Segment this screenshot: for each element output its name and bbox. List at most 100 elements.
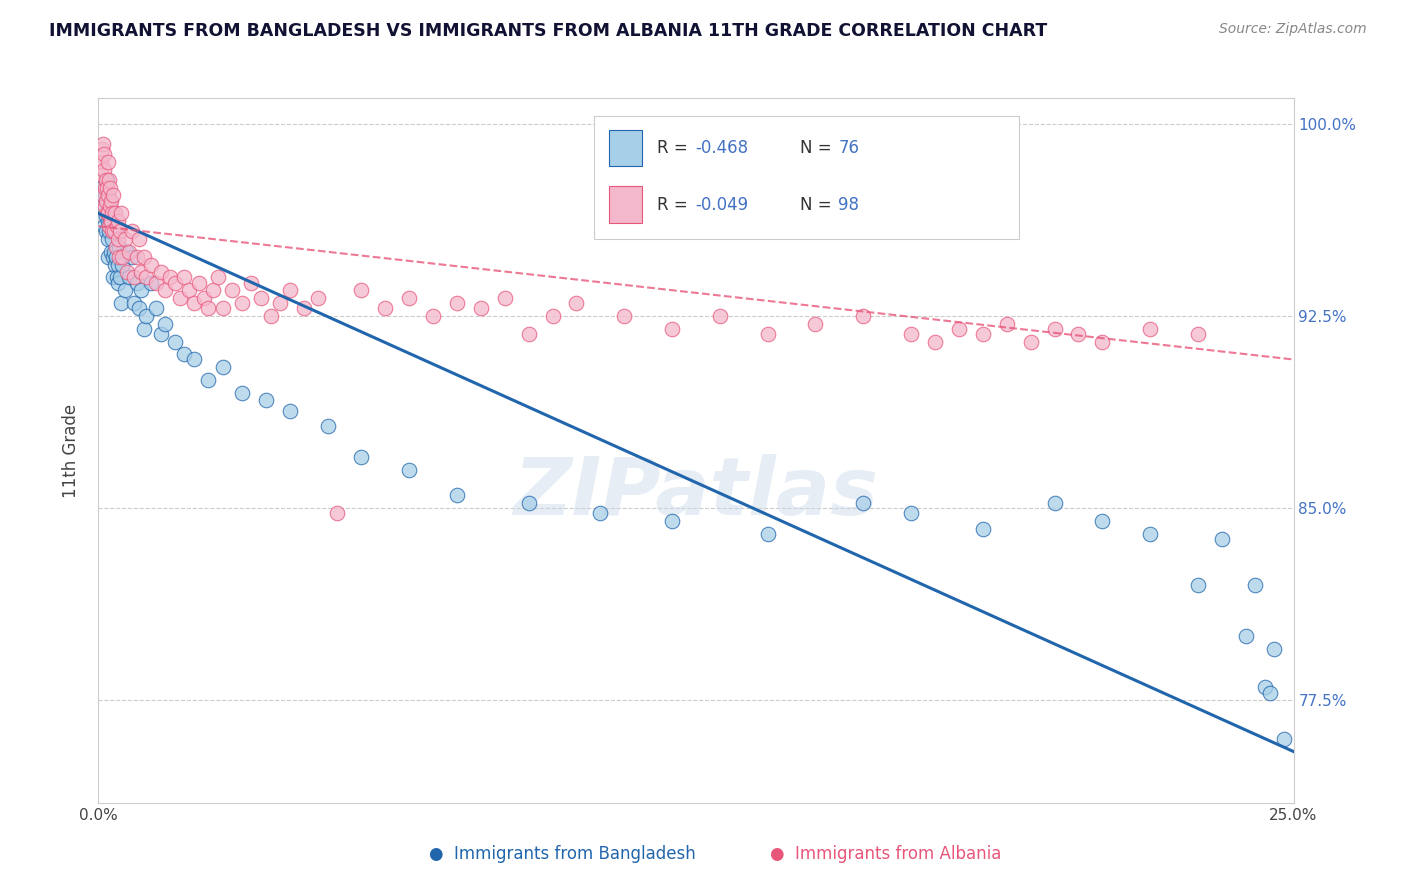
Point bbox=[269, 296, 291, 310]
Point bbox=[93, 219, 115, 234]
Point bbox=[661, 514, 683, 528]
Point bbox=[110, 270, 132, 285]
Point bbox=[103, 244, 125, 259]
Point bbox=[139, 276, 162, 290]
Point bbox=[135, 270, 157, 285]
Point bbox=[96, 206, 118, 220]
Point bbox=[292, 301, 315, 316]
Text: 98: 98 bbox=[838, 195, 859, 213]
Point bbox=[91, 168, 114, 182]
Point bbox=[98, 224, 121, 238]
Point bbox=[132, 322, 155, 336]
Point bbox=[995, 317, 1018, 331]
Point bbox=[398, 291, 420, 305]
Point bbox=[259, 309, 281, 323]
Point bbox=[118, 270, 141, 285]
Point bbox=[900, 506, 922, 520]
Point bbox=[159, 270, 181, 285]
Point bbox=[852, 496, 875, 510]
Text: Source: ZipAtlas.com: Source: ZipAtlas.com bbox=[1219, 22, 1367, 37]
Point bbox=[948, 322, 970, 336]
Point bbox=[1211, 532, 1233, 546]
FancyBboxPatch shape bbox=[595, 116, 1019, 239]
Point bbox=[115, 265, 138, 279]
Point bbox=[231, 385, 253, 400]
Text: -0.468: -0.468 bbox=[695, 139, 748, 157]
Point bbox=[155, 317, 177, 331]
Point bbox=[94, 224, 117, 238]
Point bbox=[1234, 629, 1257, 643]
Point bbox=[111, 250, 134, 264]
Text: R =: R = bbox=[657, 139, 693, 157]
Point bbox=[107, 276, 129, 290]
Text: R =: R = bbox=[657, 195, 693, 213]
Point bbox=[115, 244, 138, 259]
Point bbox=[207, 270, 229, 285]
Point bbox=[1091, 334, 1114, 349]
Point bbox=[93, 147, 115, 161]
Point bbox=[135, 309, 157, 323]
Point bbox=[121, 250, 143, 264]
Point bbox=[756, 526, 779, 541]
Point bbox=[155, 283, 177, 297]
Point bbox=[254, 393, 277, 408]
Point bbox=[756, 326, 779, 341]
Point bbox=[93, 181, 115, 195]
Point bbox=[107, 258, 129, 272]
Point bbox=[589, 506, 612, 520]
Point bbox=[125, 250, 148, 264]
Point bbox=[1043, 496, 1066, 510]
Point bbox=[101, 250, 124, 264]
Point bbox=[91, 188, 114, 202]
Point bbox=[231, 296, 253, 310]
Point bbox=[446, 488, 468, 502]
Point bbox=[96, 194, 118, 208]
Point bbox=[105, 270, 128, 285]
FancyBboxPatch shape bbox=[609, 186, 643, 223]
Point bbox=[98, 199, 121, 213]
Text: ●  Immigrants from Albania: ● Immigrants from Albania bbox=[770, 846, 1001, 863]
Point bbox=[128, 301, 150, 316]
Point bbox=[145, 276, 167, 290]
Text: -0.049: -0.049 bbox=[695, 195, 748, 213]
Point bbox=[541, 309, 564, 323]
Point bbox=[139, 258, 162, 272]
Point bbox=[104, 224, 127, 238]
Point bbox=[110, 296, 132, 310]
Point bbox=[131, 283, 153, 297]
Point bbox=[326, 506, 349, 520]
FancyBboxPatch shape bbox=[609, 130, 643, 167]
Point bbox=[350, 283, 373, 297]
Point bbox=[94, 194, 117, 208]
Point bbox=[1067, 326, 1090, 341]
Point bbox=[114, 232, 136, 246]
Point bbox=[97, 173, 120, 187]
Point bbox=[101, 206, 124, 220]
Point bbox=[197, 373, 219, 387]
Point bbox=[193, 291, 215, 305]
Point bbox=[124, 296, 146, 310]
Point bbox=[96, 214, 118, 228]
Point bbox=[145, 301, 167, 316]
Point bbox=[110, 224, 132, 238]
Point bbox=[1019, 334, 1042, 349]
Point bbox=[103, 224, 125, 238]
Text: 76: 76 bbox=[838, 139, 859, 157]
Point bbox=[924, 334, 946, 349]
Point bbox=[149, 265, 172, 279]
Point bbox=[90, 155, 112, 169]
Point bbox=[422, 309, 444, 323]
Point bbox=[661, 322, 683, 336]
Point bbox=[108, 240, 131, 254]
Point bbox=[149, 326, 172, 341]
Point bbox=[972, 326, 994, 341]
Point bbox=[494, 291, 516, 305]
Text: IMMIGRANTS FROM BANGLADESH VS IMMIGRANTS FROM ALBANIA 11TH GRADE CORRELATION CHA: IMMIGRANTS FROM BANGLADESH VS IMMIGRANTS… bbox=[49, 22, 1047, 40]
Point bbox=[1043, 322, 1066, 336]
Point bbox=[1254, 681, 1277, 695]
Point bbox=[128, 232, 150, 246]
Point bbox=[97, 206, 120, 220]
Point bbox=[1263, 642, 1285, 657]
Point bbox=[1244, 578, 1267, 592]
Point bbox=[91, 199, 114, 213]
